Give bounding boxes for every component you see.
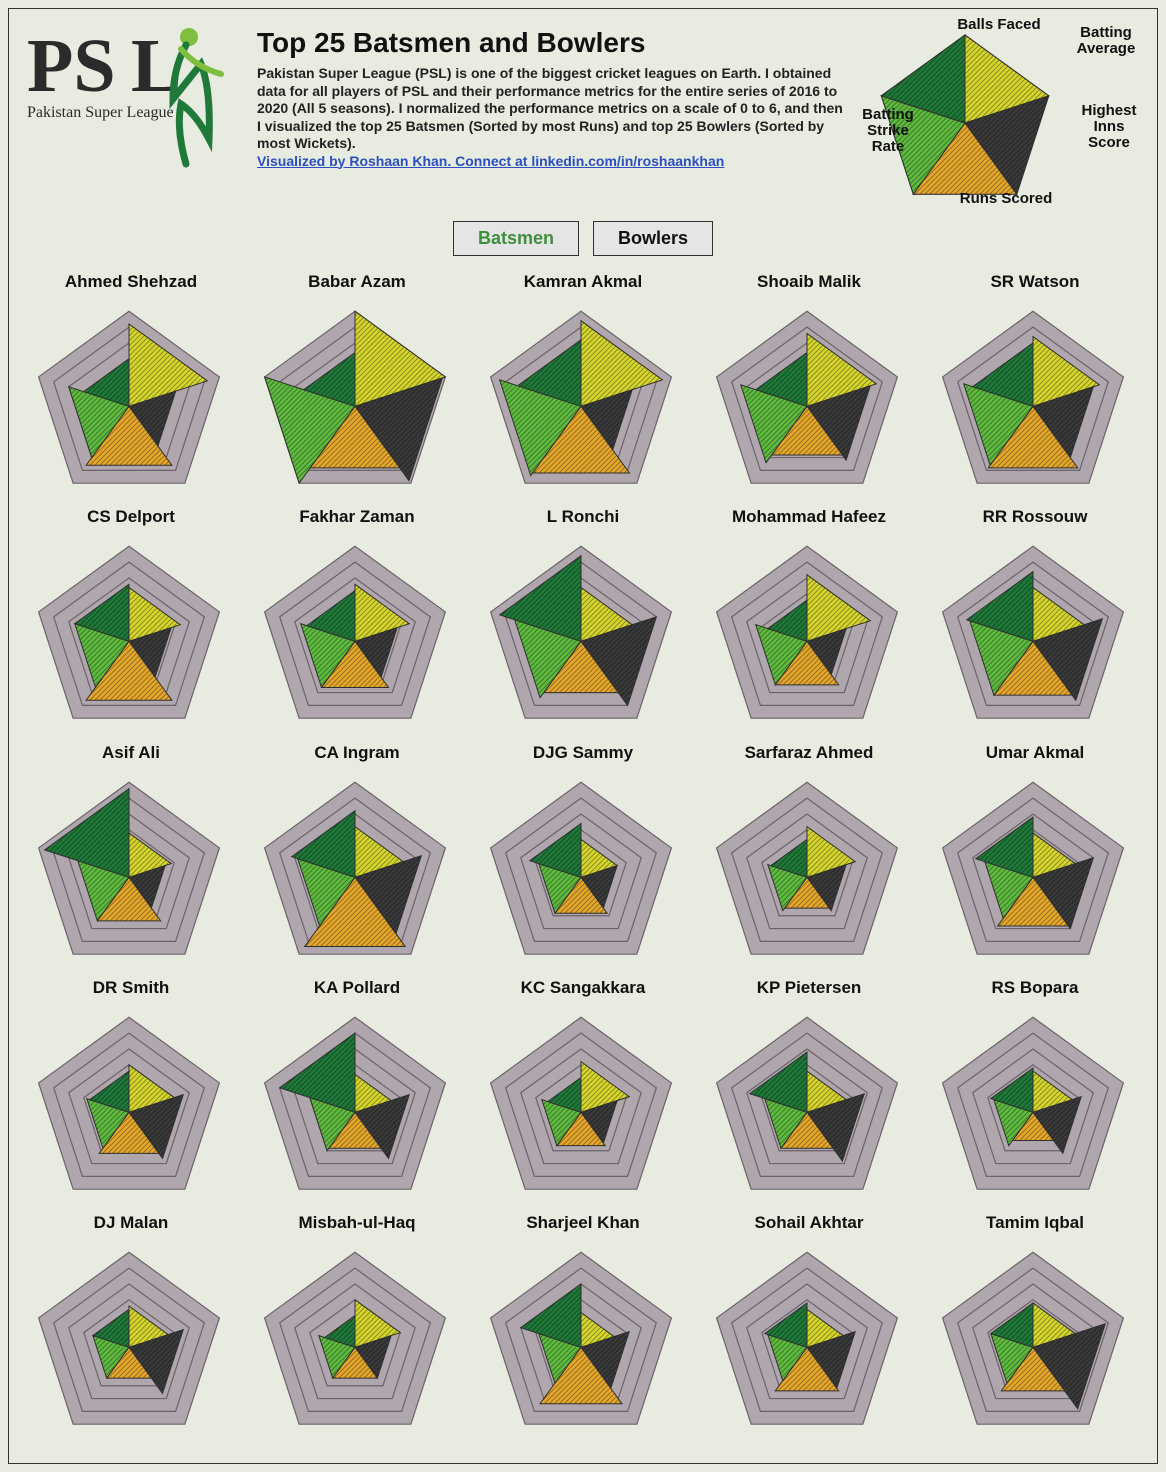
player-radar	[21, 765, 241, 972]
player-cell: RS Bopara	[925, 978, 1145, 1207]
credit-link[interactable]: Visualized by Roshaan Khan. Connect at l…	[257, 153, 849, 171]
player-cell: Babar Azam	[247, 272, 467, 501]
player-cell: Sohail Akhtar	[699, 1213, 919, 1442]
player-radar	[925, 765, 1145, 972]
player-radar	[247, 765, 467, 972]
description: Pakistan Super League (PSL) is one of th…	[257, 65, 849, 153]
player-radar	[21, 529, 241, 736]
legend-axis-2: Highest Inns Score	[1075, 103, 1143, 150]
player-cell: SR Watson	[925, 272, 1145, 501]
player-radar	[699, 294, 919, 501]
player-cell: KP Pietersen	[699, 978, 919, 1207]
player-name: RS Bopara	[925, 978, 1145, 998]
legend-axis-3: Runs Scored	[951, 191, 1061, 207]
legend-radar: Balls Faced Batting Average Highest Inns…	[865, 19, 1145, 211]
player-name: KP Pietersen	[699, 978, 919, 998]
player-name: Sohail Akhtar	[699, 1213, 919, 1233]
player-name: L Ronchi	[473, 507, 693, 527]
player-cell: Umar Akmal	[925, 743, 1145, 972]
svg-text:PS: PS	[27, 24, 116, 108]
tab-bowlers[interactable]: Bowlers	[593, 221, 713, 256]
player-cell: Kamran Akmal	[473, 272, 693, 501]
legend-axis-1: Batting Average	[1069, 25, 1143, 57]
player-radar	[247, 294, 467, 501]
main-container: PS L Pakistan Super League Top 25 Batsme…	[8, 8, 1158, 1464]
player-cell: Shoaib Malik	[699, 272, 919, 501]
player-radar	[925, 294, 1145, 501]
player-name: Misbah-ul-Haq	[247, 1213, 467, 1233]
player-name: RR Rossouw	[925, 507, 1145, 527]
player-cell: Sarfaraz Ahmed	[699, 743, 919, 972]
player-cell: RR Rossouw	[925, 507, 1145, 736]
player-radar	[473, 1000, 693, 1207]
player-radar	[699, 529, 919, 736]
player-name: Tamim Iqbal	[925, 1213, 1145, 1233]
player-name: Sarfaraz Ahmed	[699, 743, 919, 763]
player-name: DJG Sammy	[473, 743, 693, 763]
page-title: Top 25 Batsmen and Bowlers	[257, 27, 849, 59]
title-block: Top 25 Batsmen and Bowlers Pakistan Supe…	[257, 19, 849, 170]
header: PS L Pakistan Super League Top 25 Batsme…	[21, 19, 1145, 211]
player-cell: Asif Ali	[21, 743, 241, 972]
player-name: DJ Malan	[21, 1213, 241, 1233]
player-radar	[247, 1000, 467, 1207]
player-name: Babar Azam	[247, 272, 467, 292]
player-grid: Ahmed Shehzad Babar Azam Kamran Akmal Shoai…	[21, 272, 1145, 1443]
player-radar	[925, 1000, 1145, 1207]
player-cell: KC Sangakkara	[473, 978, 693, 1207]
player-cell: Sharjeel Khan	[473, 1213, 693, 1442]
player-cell: Fakhar Zaman	[247, 507, 467, 736]
tabs: Batsmen Bowlers	[21, 221, 1145, 256]
player-name: SR Watson	[925, 272, 1145, 292]
player-radar	[21, 1000, 241, 1207]
player-name: Shoaib Malik	[699, 272, 919, 292]
player-radar	[21, 1235, 241, 1442]
player-radar	[473, 1235, 693, 1442]
player-radar	[473, 529, 693, 736]
player-name: Umar Akmal	[925, 743, 1145, 763]
player-radar	[21, 294, 241, 501]
player-radar	[699, 765, 919, 972]
player-cell: CS Delport	[21, 507, 241, 736]
player-cell: Mohammad Hafeez	[699, 507, 919, 736]
legend-axis-0: Balls Faced	[949, 17, 1049, 33]
player-name: DR Smith	[21, 978, 241, 998]
player-name: Fakhar Zaman	[247, 507, 467, 527]
player-cell: DR Smith	[21, 978, 241, 1207]
player-radar	[247, 529, 467, 736]
player-radar	[699, 1000, 919, 1207]
logo-subtitle: Pakistan Super League	[27, 104, 174, 121]
player-name: Sharjeel Khan	[473, 1213, 693, 1233]
player-name: KA Pollard	[247, 978, 467, 998]
psl-logo: PS L Pakistan Super League	[21, 19, 241, 169]
player-cell: DJ Malan	[21, 1213, 241, 1442]
player-radar	[699, 1235, 919, 1442]
player-name: CS Delport	[21, 507, 241, 527]
player-cell: L Ronchi	[473, 507, 693, 736]
player-cell: DJG Sammy	[473, 743, 693, 972]
player-radar	[247, 1235, 467, 1442]
player-name: Ahmed Shehzad	[21, 272, 241, 292]
player-radar	[925, 1235, 1145, 1442]
player-name: Asif Ali	[21, 743, 241, 763]
player-name: KC Sangakkara	[473, 978, 693, 998]
legend-axis-4: Batting Strike Rate	[851, 107, 925, 154]
player-radar	[473, 294, 693, 501]
player-cell: KA Pollard	[247, 978, 467, 1207]
player-radar	[925, 529, 1145, 736]
player-cell: Ahmed Shehzad	[21, 272, 241, 501]
player-name: Kamran Akmal	[473, 272, 693, 292]
player-cell: Misbah-ul-Haq	[247, 1213, 467, 1442]
player-name: Mohammad Hafeez	[699, 507, 919, 527]
tab-batsmen[interactable]: Batsmen	[453, 221, 579, 256]
player-name: CA Ingram	[247, 743, 467, 763]
player-cell: CA Ingram	[247, 743, 467, 972]
player-radar	[473, 765, 693, 972]
player-cell: Tamim Iqbal	[925, 1213, 1145, 1442]
